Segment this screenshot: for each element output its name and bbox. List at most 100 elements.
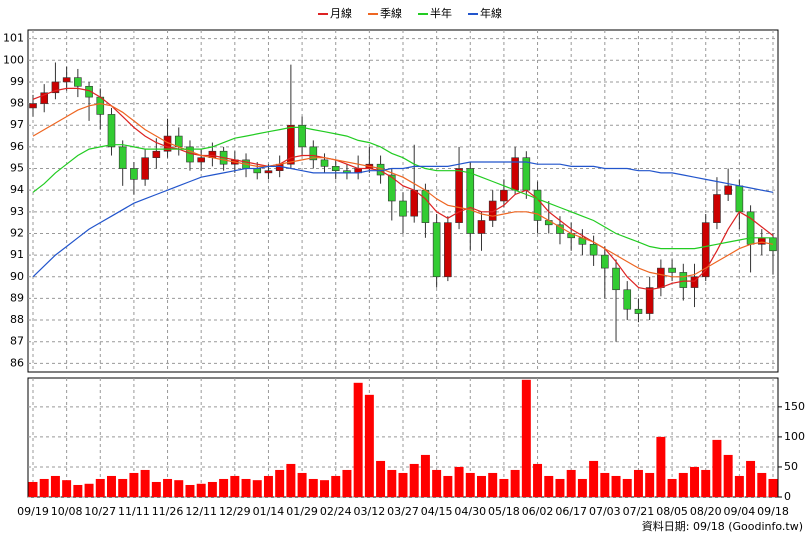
x-tick-label: 11/11: [118, 505, 150, 518]
candle-body: [107, 114, 116, 148]
candle-body: [477, 220, 486, 234]
volume-bar: [465, 472, 475, 497]
candle-body: [174, 135, 183, 148]
volume-bar: [746, 460, 756, 497]
volume-bar: [185, 484, 195, 497]
volume-bar: [510, 469, 520, 497]
volume-bar: [533, 463, 543, 497]
volume-bar: [364, 394, 374, 497]
x-tick-label: 06/02: [522, 505, 554, 518]
volume-bar: [263, 475, 273, 497]
y-tick-label: 86: [10, 356, 24, 369]
volume-bar: [432, 469, 442, 497]
volume-bar: [566, 469, 576, 497]
candle-body: [298, 124, 306, 148]
ma-line: [32, 87, 774, 291]
candle-body: [724, 185, 732, 195]
y-tick-label: 91: [10, 248, 24, 261]
volume-bar: [645, 472, 655, 497]
volume-bar: [611, 475, 621, 497]
y-tick-label: 87: [10, 335, 24, 348]
volume-bar: [163, 478, 173, 497]
x-tick-label: 11/26: [152, 505, 184, 518]
volume-bar: [353, 382, 363, 497]
candle-body: [679, 272, 688, 288]
volume-bar: [701, 469, 711, 497]
volume-bar: [320, 480, 329, 497]
candle-body: [29, 103, 37, 109]
volume-tick-label: 50: [784, 460, 798, 473]
volume-bar: [734, 475, 744, 497]
candle-body: [74, 77, 82, 87]
candle-body: [757, 237, 766, 245]
volume-bar: [600, 472, 610, 497]
candle-body: [612, 267, 620, 291]
ma-line: [32, 102, 774, 278]
candle-body: [40, 92, 49, 104]
y-tick-label: 89: [10, 291, 24, 304]
legend-label: 年線: [480, 6, 502, 20]
y-tick-label: 99: [10, 75, 24, 88]
volume-bar: [50, 475, 60, 497]
x-tick-label: 08/20: [690, 505, 722, 518]
x-tick-label: 12/11: [185, 505, 217, 518]
candle-body: [387, 174, 396, 202]
x-tick-label: 04/15: [421, 505, 453, 518]
candle-body: [601, 254, 609, 269]
volume-bar: [140, 469, 150, 497]
volume-bar: [219, 478, 229, 497]
volume-bar: [398, 472, 408, 497]
x-tick-label: 09/19: [17, 505, 49, 518]
candle-body: [152, 150, 161, 159]
x-tick-label: 03/27: [387, 505, 419, 518]
candle-body: [287, 124, 295, 165]
y-tick-label: 95: [10, 162, 24, 175]
candle-body: [253, 168, 262, 174]
x-tick-label: 01/14: [253, 505, 285, 518]
ma-line: [32, 161, 774, 278]
volume-bar: [129, 472, 139, 497]
candle-body: [51, 81, 60, 94]
volume-bar: [555, 478, 565, 497]
y-tick-label: 96: [10, 140, 24, 153]
volume-bar: [723, 454, 733, 497]
volume-bar: [633, 469, 643, 497]
x-tick-label: 02/24: [320, 505, 352, 518]
x-tick-label: 03/12: [354, 505, 386, 518]
volume-bar: [521, 379, 531, 497]
volume-bar: [118, 478, 128, 497]
y-tick-label: 93: [10, 205, 24, 218]
y-tick-label: 100: [3, 53, 24, 66]
y-tick-label: 101: [3, 32, 24, 45]
candle-body: [623, 289, 632, 310]
volume-bar: [331, 475, 341, 497]
candle-body: [634, 308, 643, 314]
volume-bar: [73, 484, 83, 497]
volume-bar: [241, 478, 251, 497]
candle-body: [533, 189, 542, 221]
ma-line: [32, 126, 773, 250]
candle-body: [444, 222, 452, 278]
candle-body: [141, 157, 149, 180]
volume-bar: [454, 466, 464, 497]
volume-bar: [690, 466, 699, 497]
x-tick-label: 10/27: [84, 505, 116, 518]
y-tick-label: 94: [10, 183, 24, 196]
volume-bar: [28, 481, 38, 497]
x-tick-label: 04/30: [454, 505, 486, 518]
volume-bar: [544, 475, 554, 497]
volume-bar: [499, 478, 509, 497]
candle-body: [421, 189, 430, 223]
volume-bar: [62, 480, 72, 497]
volume-bar: [622, 478, 632, 497]
candle-body: [320, 159, 329, 167]
candle-body: [62, 77, 71, 83]
volume-bar: [768, 478, 778, 497]
candle-body: [399, 200, 407, 217]
volume-bar: [667, 478, 677, 497]
x-tick-label: 06/17: [555, 505, 587, 518]
volume-bar: [656, 436, 666, 497]
volume-bar: [678, 472, 688, 497]
y-tick-label: 98: [10, 97, 24, 110]
